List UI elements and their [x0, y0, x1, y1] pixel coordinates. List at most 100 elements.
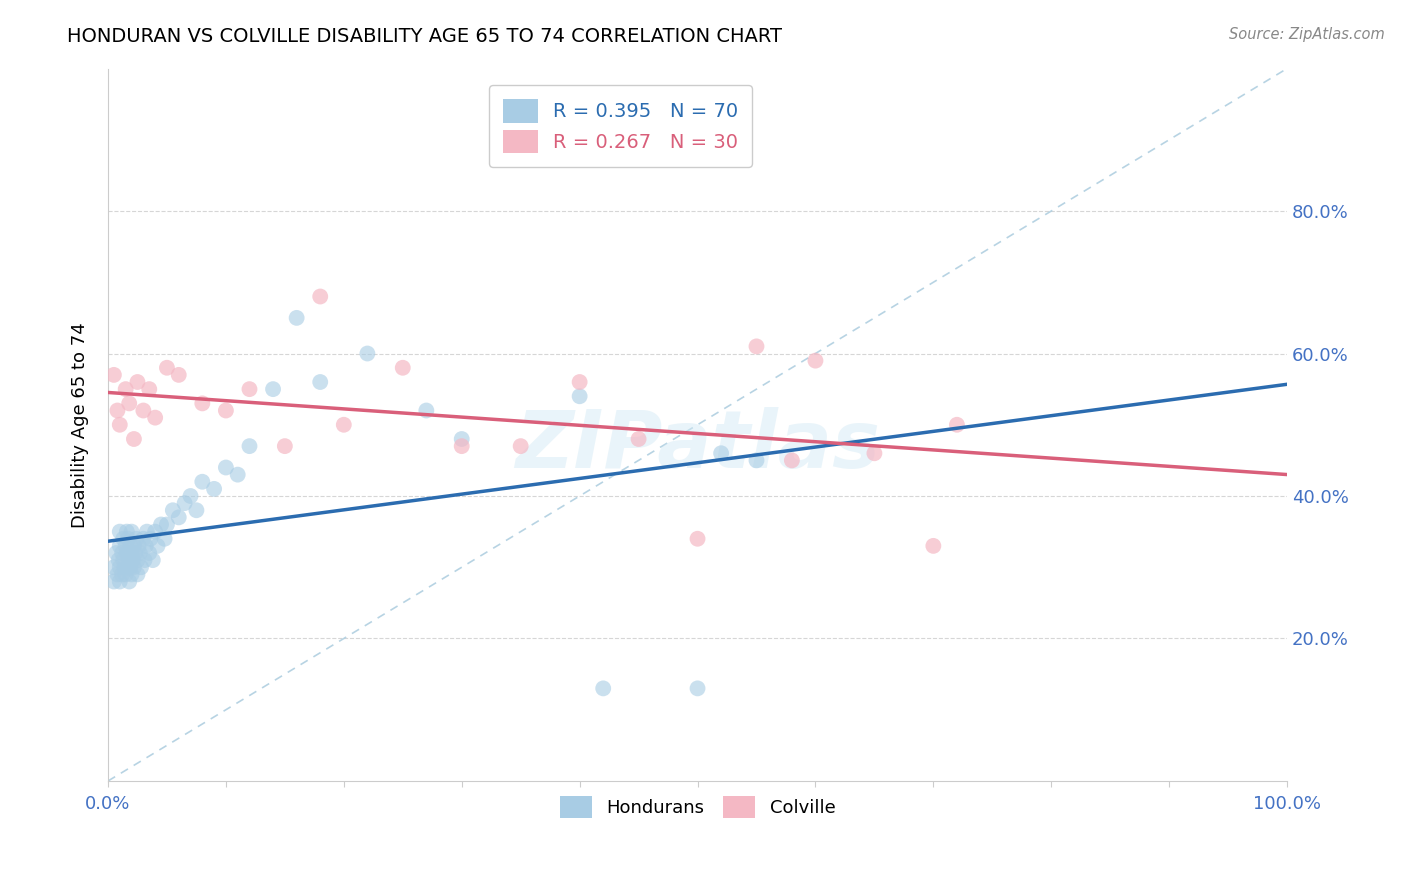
Point: [118, 553, 141, 567]
Point: [143, 524, 166, 539]
Point: [863, 446, 886, 460]
Point: [115, 524, 138, 539]
Point: [226, 467, 249, 482]
Point: [121, 524, 143, 539]
Point: [127, 375, 149, 389]
Point: [127, 567, 149, 582]
Point: [107, 567, 129, 582]
Point: [568, 375, 591, 389]
Point: [135, 539, 157, 553]
Point: [509, 439, 531, 453]
Point: [121, 546, 143, 560]
Legend: Hondurans, Colville: Hondurans, Colville: [553, 789, 842, 825]
Point: [112, 553, 135, 567]
Point: [108, 524, 131, 539]
Point: [129, 560, 152, 574]
Point: [180, 489, 202, 503]
Point: [132, 532, 155, 546]
Text: HONDURAN VS COLVILLE DISABILITY AGE 65 TO 74 CORRELATION CHART: HONDURAN VS COLVILLE DISABILITY AGE 65 T…: [67, 27, 783, 45]
Point: [114, 560, 136, 574]
Point: [191, 475, 214, 489]
Point: [114, 567, 136, 582]
Point: [173, 496, 195, 510]
Point: [142, 553, 165, 567]
Point: [745, 339, 768, 353]
Point: [450, 432, 472, 446]
Point: [162, 503, 184, 517]
Point: [167, 510, 190, 524]
Point: [143, 410, 166, 425]
Point: [121, 553, 143, 567]
Point: [922, 539, 945, 553]
Point: [114, 382, 136, 396]
Point: [686, 681, 709, 696]
Point: [108, 574, 131, 589]
Point: [112, 532, 135, 546]
Point: [391, 360, 413, 375]
Point: [215, 403, 238, 417]
Point: [128, 539, 150, 553]
Point: [262, 382, 284, 396]
Point: [450, 439, 472, 453]
Point: [333, 417, 356, 432]
Point: [415, 403, 437, 417]
Point: [122, 539, 145, 553]
Point: [710, 446, 733, 460]
Point: [103, 560, 125, 574]
Point: [121, 567, 143, 582]
Point: [285, 310, 308, 325]
Point: [138, 382, 160, 396]
Point: [215, 460, 238, 475]
Point: [191, 396, 214, 410]
Point: [309, 289, 332, 303]
Point: [153, 532, 176, 546]
Point: [114, 539, 136, 553]
Text: ZIPatlas: ZIPatlas: [515, 407, 880, 485]
Point: [118, 396, 141, 410]
Point: [138, 546, 160, 560]
Point: [111, 567, 134, 582]
Point: [103, 574, 125, 589]
Point: [108, 560, 131, 574]
Point: [127, 553, 149, 567]
Point: [107, 553, 129, 567]
Point: [309, 375, 332, 389]
Point: [156, 517, 179, 532]
Point: [108, 417, 131, 432]
Point: [132, 403, 155, 417]
Y-axis label: Disability Age 65 to 74: Disability Age 65 to 74: [72, 322, 89, 528]
Point: [238, 382, 260, 396]
Point: [122, 560, 145, 574]
Point: [107, 403, 129, 417]
Point: [108, 539, 131, 553]
Point: [139, 532, 162, 546]
Point: [150, 517, 173, 532]
Point: [686, 532, 709, 546]
Point: [134, 553, 156, 567]
Text: Source: ZipAtlas.com: Source: ZipAtlas.com: [1229, 27, 1385, 42]
Point: [124, 546, 146, 560]
Point: [627, 432, 650, 446]
Point: [167, 368, 190, 382]
Point: [120, 539, 142, 553]
Point: [592, 681, 614, 696]
Point: [202, 482, 225, 496]
Point: [146, 539, 169, 553]
Point: [115, 546, 138, 560]
Point: [156, 360, 179, 375]
Point: [356, 346, 378, 360]
Point: [103, 368, 125, 382]
Point: [274, 439, 297, 453]
Point: [186, 503, 208, 517]
Point: [745, 453, 768, 467]
Point: [238, 439, 260, 453]
Point: [804, 353, 827, 368]
Point: [125, 532, 148, 546]
Point: [135, 524, 157, 539]
Point: [128, 546, 150, 560]
Point: [105, 546, 128, 560]
Point: [568, 389, 591, 403]
Point: [111, 546, 134, 560]
Point: [120, 560, 142, 574]
Point: [117, 560, 139, 574]
